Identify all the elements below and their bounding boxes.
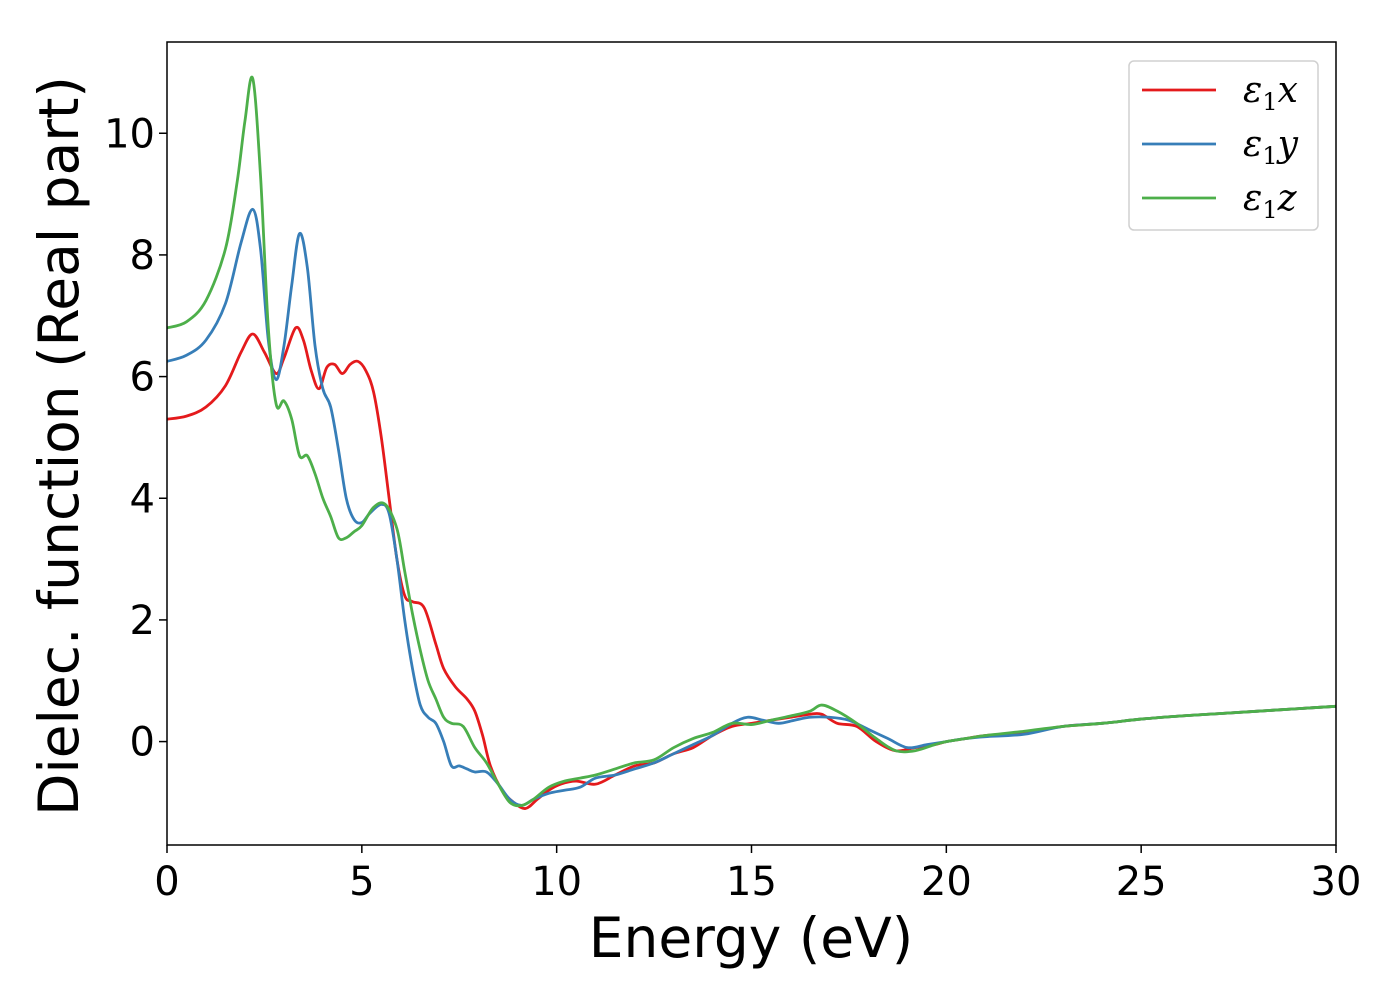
x-tick-label: 30	[1311, 859, 1362, 905]
legend-frame	[1128, 60, 1319, 231]
x-tick-label: 20	[921, 859, 972, 905]
legend: ε1x ε1y ε1z	[1128, 60, 1319, 231]
y-tick-label: 6	[130, 355, 155, 401]
y-tick-label: 2	[130, 598, 155, 644]
series-line-y	[167, 207, 1336, 807]
y-tick-label: 10	[104, 111, 155, 157]
x-axis: 0 5 10 15 20 25 30	[154, 845, 1361, 905]
y-axis: 0 2 4 6 8 10	[104, 111, 167, 766]
legend-label-x: ε1x	[1243, 70, 1298, 116]
x-axis-title: Energy (eV)	[589, 906, 913, 970]
series-line-x	[167, 325, 1336, 810]
y-tick-label: 0	[130, 720, 155, 766]
legend-label-y: ε1y	[1243, 124, 1299, 170]
x-tick-label: 10	[531, 859, 582, 905]
legend-label-z: ε1z	[1243, 178, 1298, 224]
x-tick-label: 25	[1116, 859, 1167, 905]
series-line-z	[167, 75, 1336, 808]
x-tick-label: 15	[726, 859, 777, 905]
y-tick-label: 8	[130, 233, 155, 279]
x-tick-label: 5	[349, 859, 374, 905]
y-tick-label: 4	[130, 476, 155, 522]
x-tick-label: 0	[154, 859, 179, 905]
y-axis-title: Dielec. function (Real part)	[27, 76, 91, 816]
series-layer	[167, 75, 1336, 810]
